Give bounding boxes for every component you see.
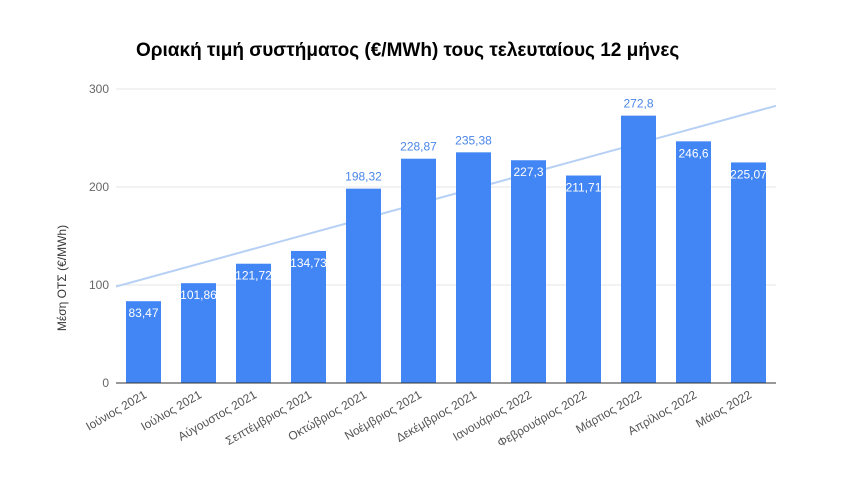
data-label: 235,38 [455,133,492,147]
data-label: 272,8 [623,97,653,111]
y-tick-label: 100 [89,278,109,292]
bar [181,283,216,383]
data-label: 228,87 [400,140,437,154]
trendline [115,104,777,288]
data-label: 101,86 [180,288,217,302]
bar [126,301,161,383]
chart-title: Οριακή τιμή συστήματος (€/MWh) τους τελε… [136,40,680,61]
bar [236,263,271,383]
data-label: 211,71 [566,181,602,195]
y-axis-label: Μέση ΟΤΣ (€/MWh) [55,225,69,331]
data-label: 121,72 [235,269,272,283]
bar [291,250,326,383]
data-label: 83,47 [128,306,158,320]
data-label: 246,6 [678,146,708,160]
bar [511,160,546,383]
y-tick-label: 300 [89,82,109,96]
y-tick-label: 200 [89,180,109,194]
bar [456,152,491,383]
data-label: 225,07 [730,167,767,181]
y-tick-label: 0 [102,376,109,390]
gridlines [116,88,776,286]
data-label: 198,32 [345,170,382,184]
trendline-group [115,104,777,288]
x-tick-label: Φεβρουάριος 2022 [495,387,590,450]
data-labels-group: 83,47 101,86 121,72 134,73 198,32 228,87 235,3… [128,97,767,321]
bar [676,141,711,383]
bar [621,115,656,383]
data-label: 227,3 [513,165,543,179]
bars-group [126,115,766,383]
data-label: 134,73 [290,256,327,270]
x-tick-label: Μάιος 2022 [693,387,754,430]
y-tick-labels: 0 100 200 300 [89,82,109,390]
bar [731,162,766,383]
bar [566,175,601,383]
x-tick-label: Ιούνιος 2021 [83,387,149,433]
bar [401,158,436,383]
bar [346,188,381,383]
